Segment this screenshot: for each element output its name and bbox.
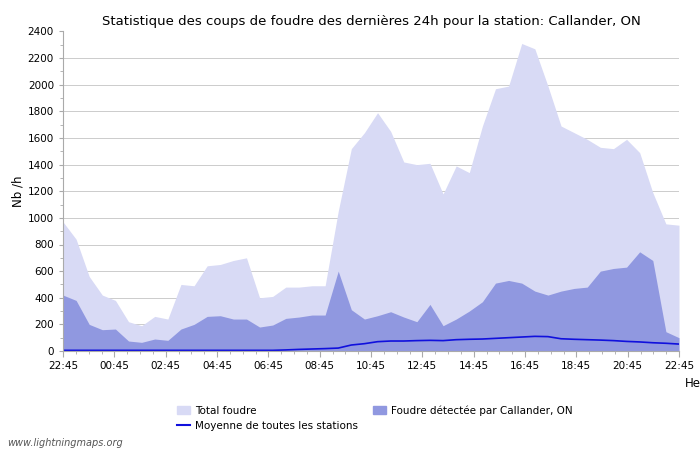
Text: Heure: Heure	[685, 377, 700, 390]
Legend: Total foudre, Moyenne de toutes les stations, Foudre détectée par Callander, ON: Total foudre, Moyenne de toutes les stat…	[173, 401, 577, 435]
Text: www.lightningmaps.org: www.lightningmaps.org	[7, 438, 122, 448]
Title: Statistique des coups de foudre des dernières 24h pour la station: Callander, ON: Statistique des coups de foudre des dern…	[102, 14, 640, 27]
Y-axis label: Nb /h: Nb /h	[12, 176, 25, 207]
